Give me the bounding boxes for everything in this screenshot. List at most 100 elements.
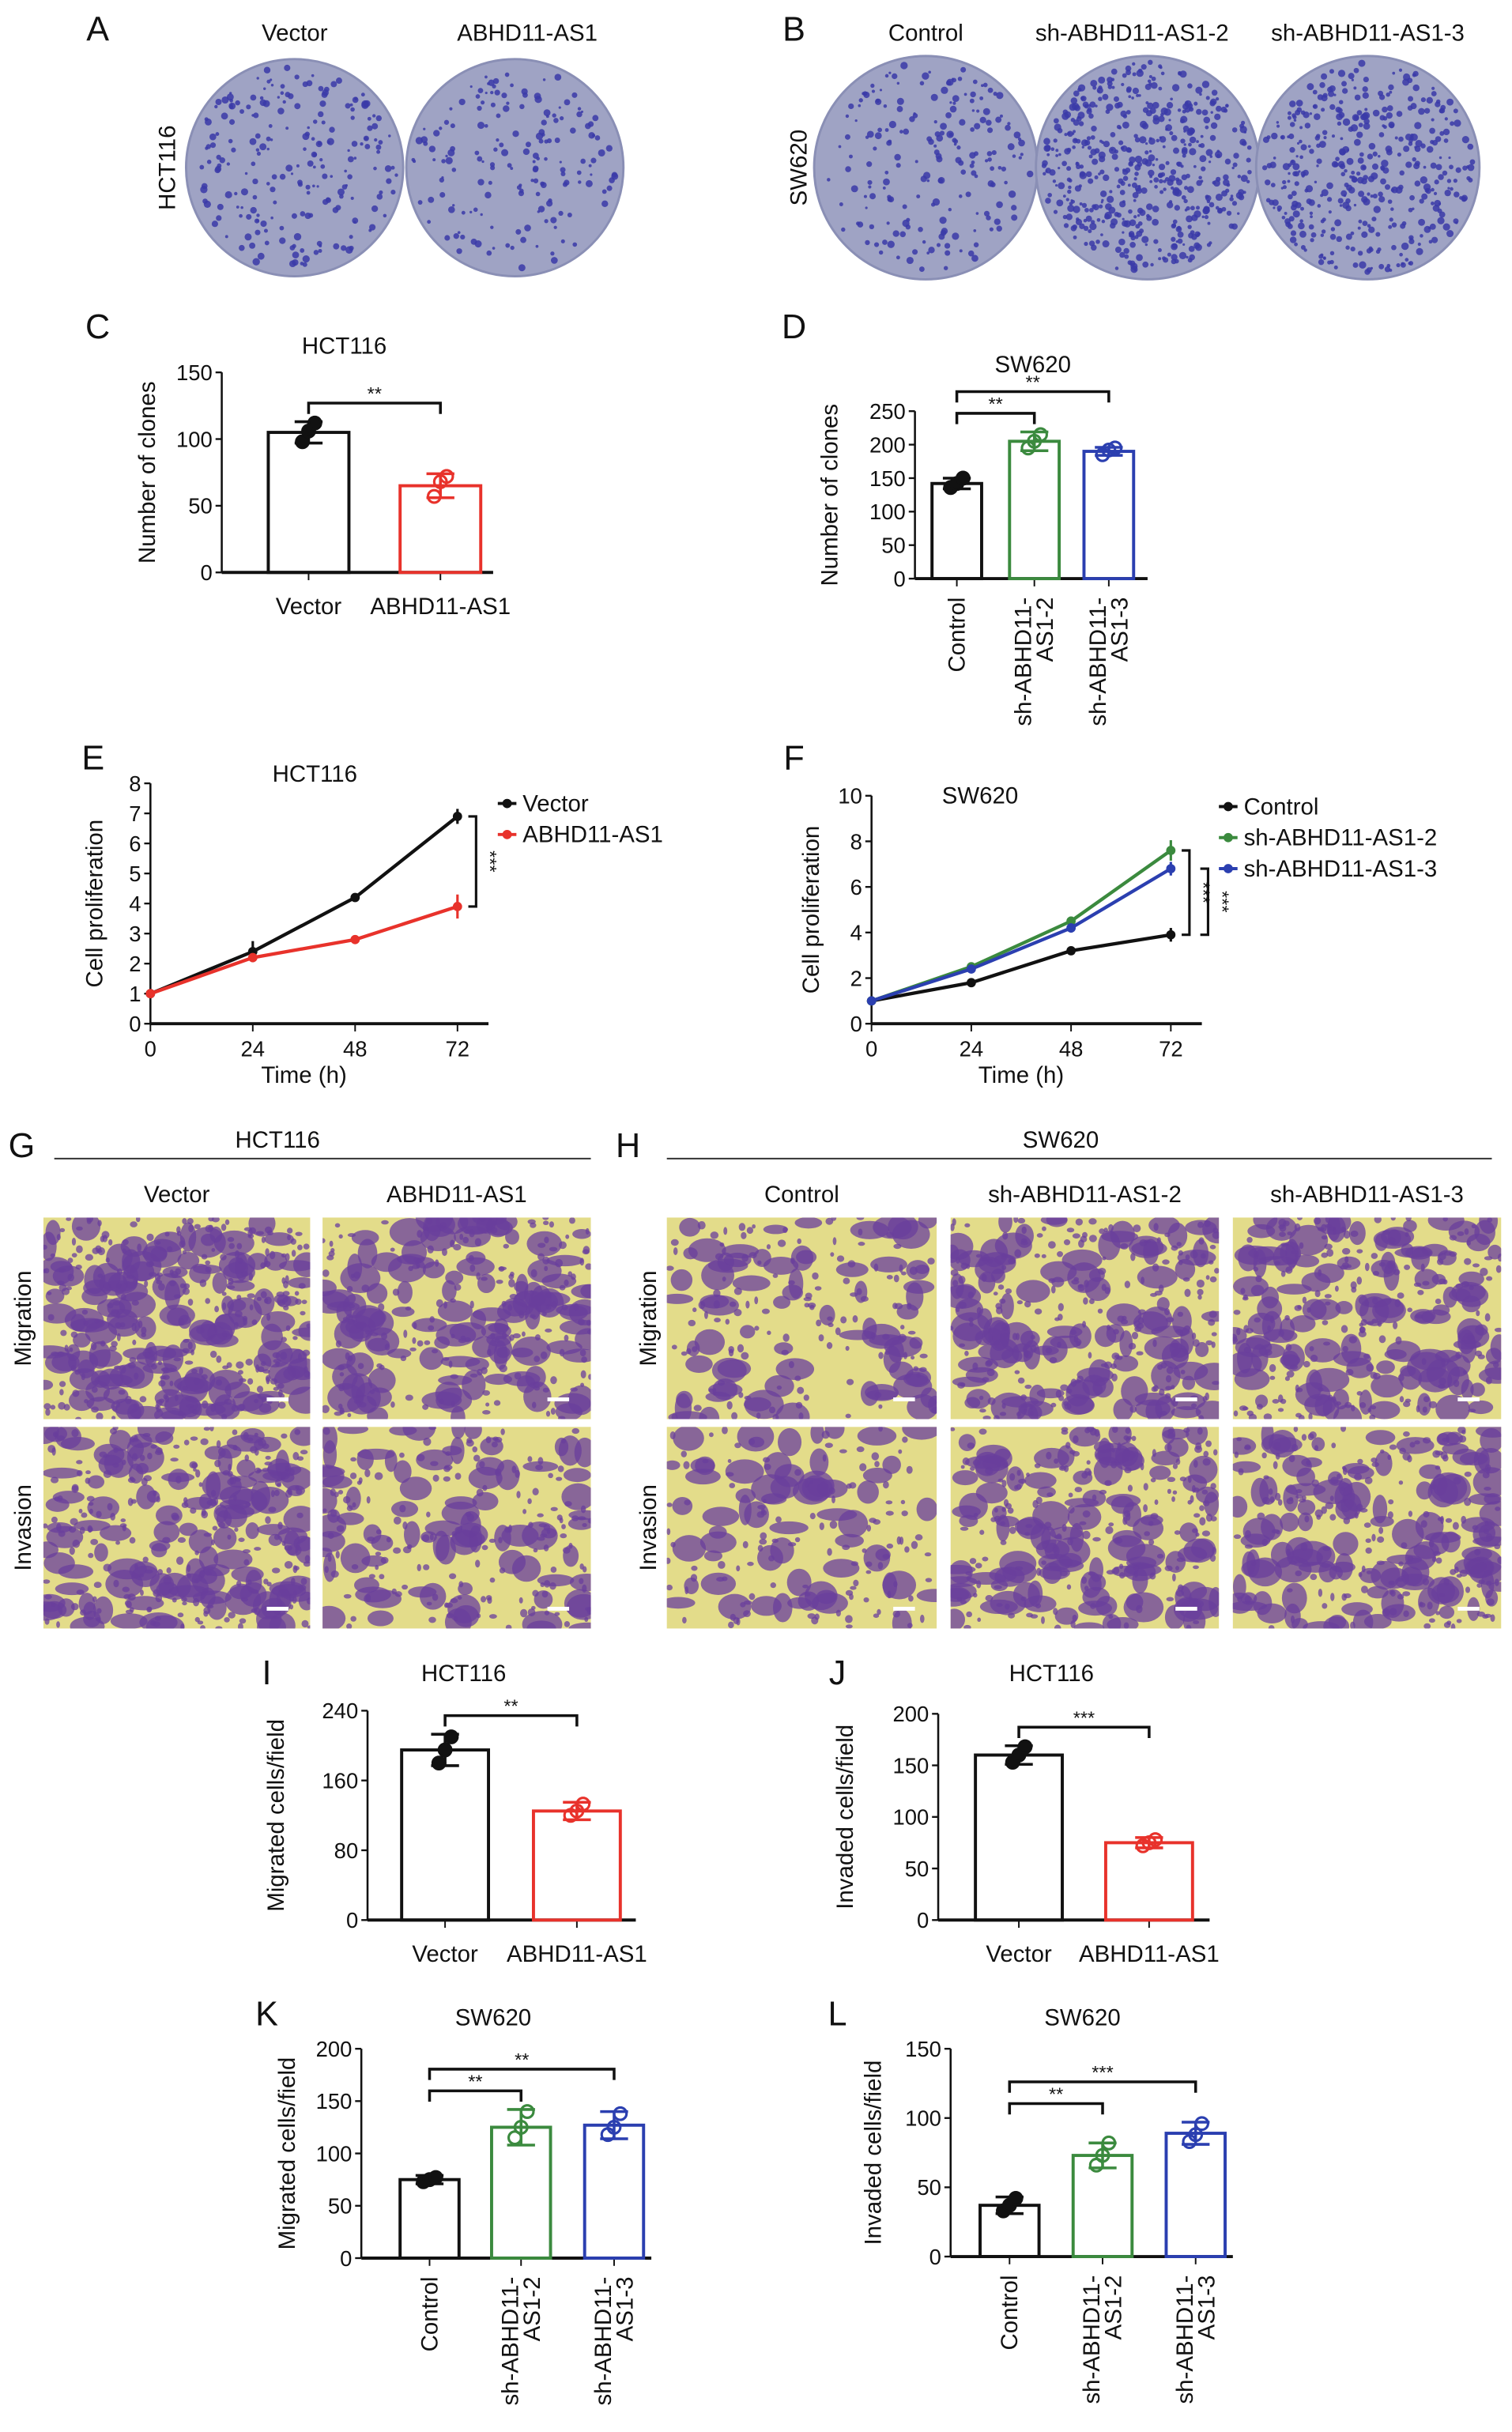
cell	[1381, 1251, 1396, 1275]
cell	[1263, 1413, 1273, 1420]
colony	[311, 137, 315, 141]
colony	[558, 210, 564, 217]
cell	[559, 1284, 566, 1291]
cell	[1393, 1322, 1398, 1329]
data-point	[437, 1742, 453, 1758]
cell	[1178, 1250, 1183, 1256]
colony	[292, 251, 300, 258]
data-point	[247, 952, 258, 963]
cell	[1020, 1238, 1027, 1243]
cell	[1202, 1396, 1208, 1403]
x-tick-label: Control	[997, 2276, 1023, 2351]
cell	[289, 1348, 307, 1378]
colony	[1152, 101, 1159, 109]
cell	[913, 1366, 918, 1371]
colony	[914, 160, 918, 164]
bar	[583, 2123, 646, 2260]
colony	[1396, 262, 1401, 268]
cell	[845, 1413, 851, 1419]
cell	[351, 1564, 359, 1570]
cell	[543, 1544, 549, 1552]
cell	[1186, 1427, 1208, 1445]
cell	[773, 1295, 791, 1309]
cell	[1394, 1247, 1432, 1258]
cell	[417, 1230, 423, 1239]
cell	[1197, 1295, 1202, 1300]
cell	[346, 1623, 353, 1629]
cell	[1247, 1312, 1276, 1335]
cell	[509, 1294, 518, 1299]
colony	[922, 239, 926, 244]
cell	[415, 1257, 436, 1269]
cell	[1072, 1233, 1080, 1239]
cell	[838, 1510, 869, 1538]
colony	[558, 106, 561, 109]
colony	[867, 179, 873, 185]
cell	[436, 1387, 473, 1413]
cell	[1088, 1352, 1092, 1359]
colony	[976, 109, 980, 113]
y-tick-label: 0	[129, 1012, 141, 1036]
cell	[1437, 1517, 1444, 1521]
colony	[1342, 88, 1348, 94]
colony	[1230, 194, 1234, 198]
cell	[1180, 1369, 1186, 1374]
colony	[1438, 174, 1444, 180]
colony	[477, 156, 483, 162]
colony	[1320, 233, 1325, 237]
colony	[1454, 191, 1460, 198]
cell	[179, 1522, 198, 1536]
colony	[1300, 144, 1307, 151]
colony	[239, 213, 243, 218]
cell	[451, 1427, 466, 1439]
colony	[1384, 266, 1391, 273]
colony	[1367, 224, 1371, 228]
colony	[1312, 104, 1318, 109]
colony	[1159, 66, 1163, 70]
colony	[1170, 169, 1177, 175]
cell	[856, 1446, 865, 1453]
cell	[263, 1578, 269, 1585]
cell	[1024, 1472, 1057, 1489]
cell	[900, 1325, 905, 1330]
cell	[1179, 1522, 1198, 1542]
cell	[1371, 1374, 1404, 1398]
colony	[1409, 237, 1413, 241]
cell	[1280, 1270, 1286, 1277]
colony	[423, 127, 426, 130]
cell	[916, 1497, 937, 1521]
cell	[1066, 1227, 1075, 1233]
colony	[1430, 140, 1435, 145]
colony	[1329, 104, 1336, 111]
cell	[1106, 1570, 1115, 1575]
colony	[1396, 111, 1403, 117]
colony	[844, 134, 850, 140]
cell	[1416, 1405, 1420, 1412]
colony	[845, 114, 850, 119]
colony	[485, 91, 488, 95]
colony	[959, 119, 966, 126]
cell	[840, 1316, 847, 1324]
colony	[1103, 174, 1110, 182]
legend-marker	[502, 829, 512, 839]
cell	[1124, 1280, 1131, 1288]
cell	[778, 1427, 802, 1457]
cell	[1105, 1526, 1114, 1534]
cell	[200, 1625, 205, 1629]
cell	[1278, 1224, 1285, 1230]
colony	[239, 244, 245, 251]
cell	[551, 1301, 557, 1308]
series-line	[871, 933, 1171, 1003]
colony	[1231, 166, 1235, 170]
cell	[132, 1438, 139, 1442]
colony	[919, 81, 925, 86]
colony	[257, 252, 265, 260]
cell	[1309, 1431, 1317, 1439]
cell	[411, 1318, 447, 1333]
y-tick-label: 200	[869, 432, 906, 457]
cell	[375, 1552, 382, 1556]
colony	[277, 96, 281, 99]
h-2-0	[1232, 1217, 1502, 1420]
cell	[266, 1313, 271, 1322]
cell	[1303, 1360, 1310, 1368]
